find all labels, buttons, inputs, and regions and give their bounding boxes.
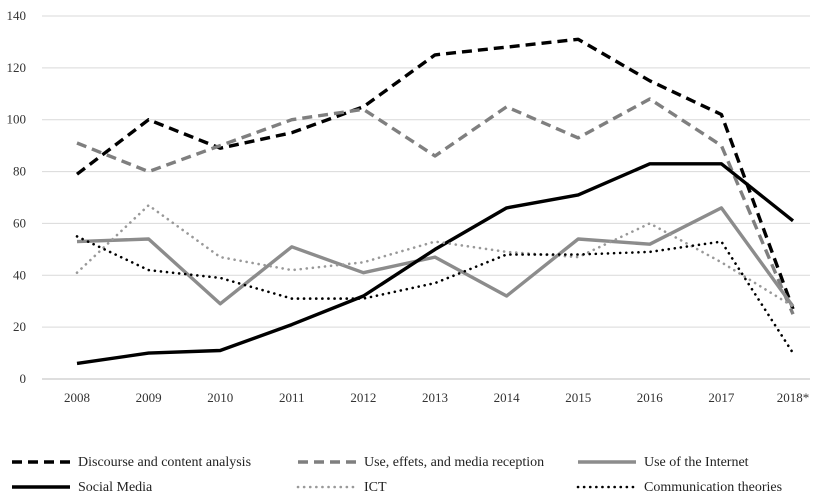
x-tick-label: 2008 <box>64 390 90 405</box>
legend-label: Use of the Internet <box>644 455 749 470</box>
y-tick-label: 40 <box>13 267 26 282</box>
x-tick-label: 2012 <box>350 390 376 405</box>
legend-label: Use, effets, and media reception <box>364 455 544 470</box>
y-tick-label: 140 <box>7 8 27 23</box>
legend-label: Social Media <box>78 480 153 495</box>
x-tick-label: 2015 <box>565 390 591 405</box>
x-tick-label: 2010 <box>207 390 233 405</box>
y-tick-label: 100 <box>7 112 27 127</box>
series-layer <box>75 37 795 366</box>
y-tick-label: 60 <box>13 215 26 230</box>
legend-label: ICT <box>364 480 387 495</box>
y-tick-label: 20 <box>13 319 26 334</box>
legend-label: Discourse and content analysis <box>78 455 251 470</box>
x-tick-label: 2018* <box>777 390 810 405</box>
y-tick-label: 120 <box>7 60 27 75</box>
series-line-use-effets-and-media-reception <box>76 97 795 315</box>
y-tick-label: 0 <box>20 371 27 386</box>
x-tick-label: 2009 <box>136 390 162 405</box>
series-line-discourse-and-content-analysis <box>75 37 795 310</box>
x-tick-label: 2013 <box>422 390 448 405</box>
x-tick-label: 2017 <box>708 390 735 405</box>
series-line-use-of-the-internet <box>76 206 795 308</box>
axis-layer: 0 20 40 60 80 100 120 140 2008 2009 2010 2011 2012 20… <box>7 8 810 405</box>
x-tick-label: 2011 <box>279 390 305 405</box>
legend: Discourse and content analysis Use, effet… <box>12 455 782 495</box>
grid-layer <box>42 15 810 380</box>
series-line-communication-theories <box>75 235 795 355</box>
x-tick-label: 2016 <box>637 390 664 405</box>
x-tick-label: 2014 <box>494 390 521 405</box>
y-tick-label: 80 <box>13 164 26 179</box>
legend-label: Communication theories <box>644 480 782 495</box>
series-line-social-media <box>76 162 795 366</box>
